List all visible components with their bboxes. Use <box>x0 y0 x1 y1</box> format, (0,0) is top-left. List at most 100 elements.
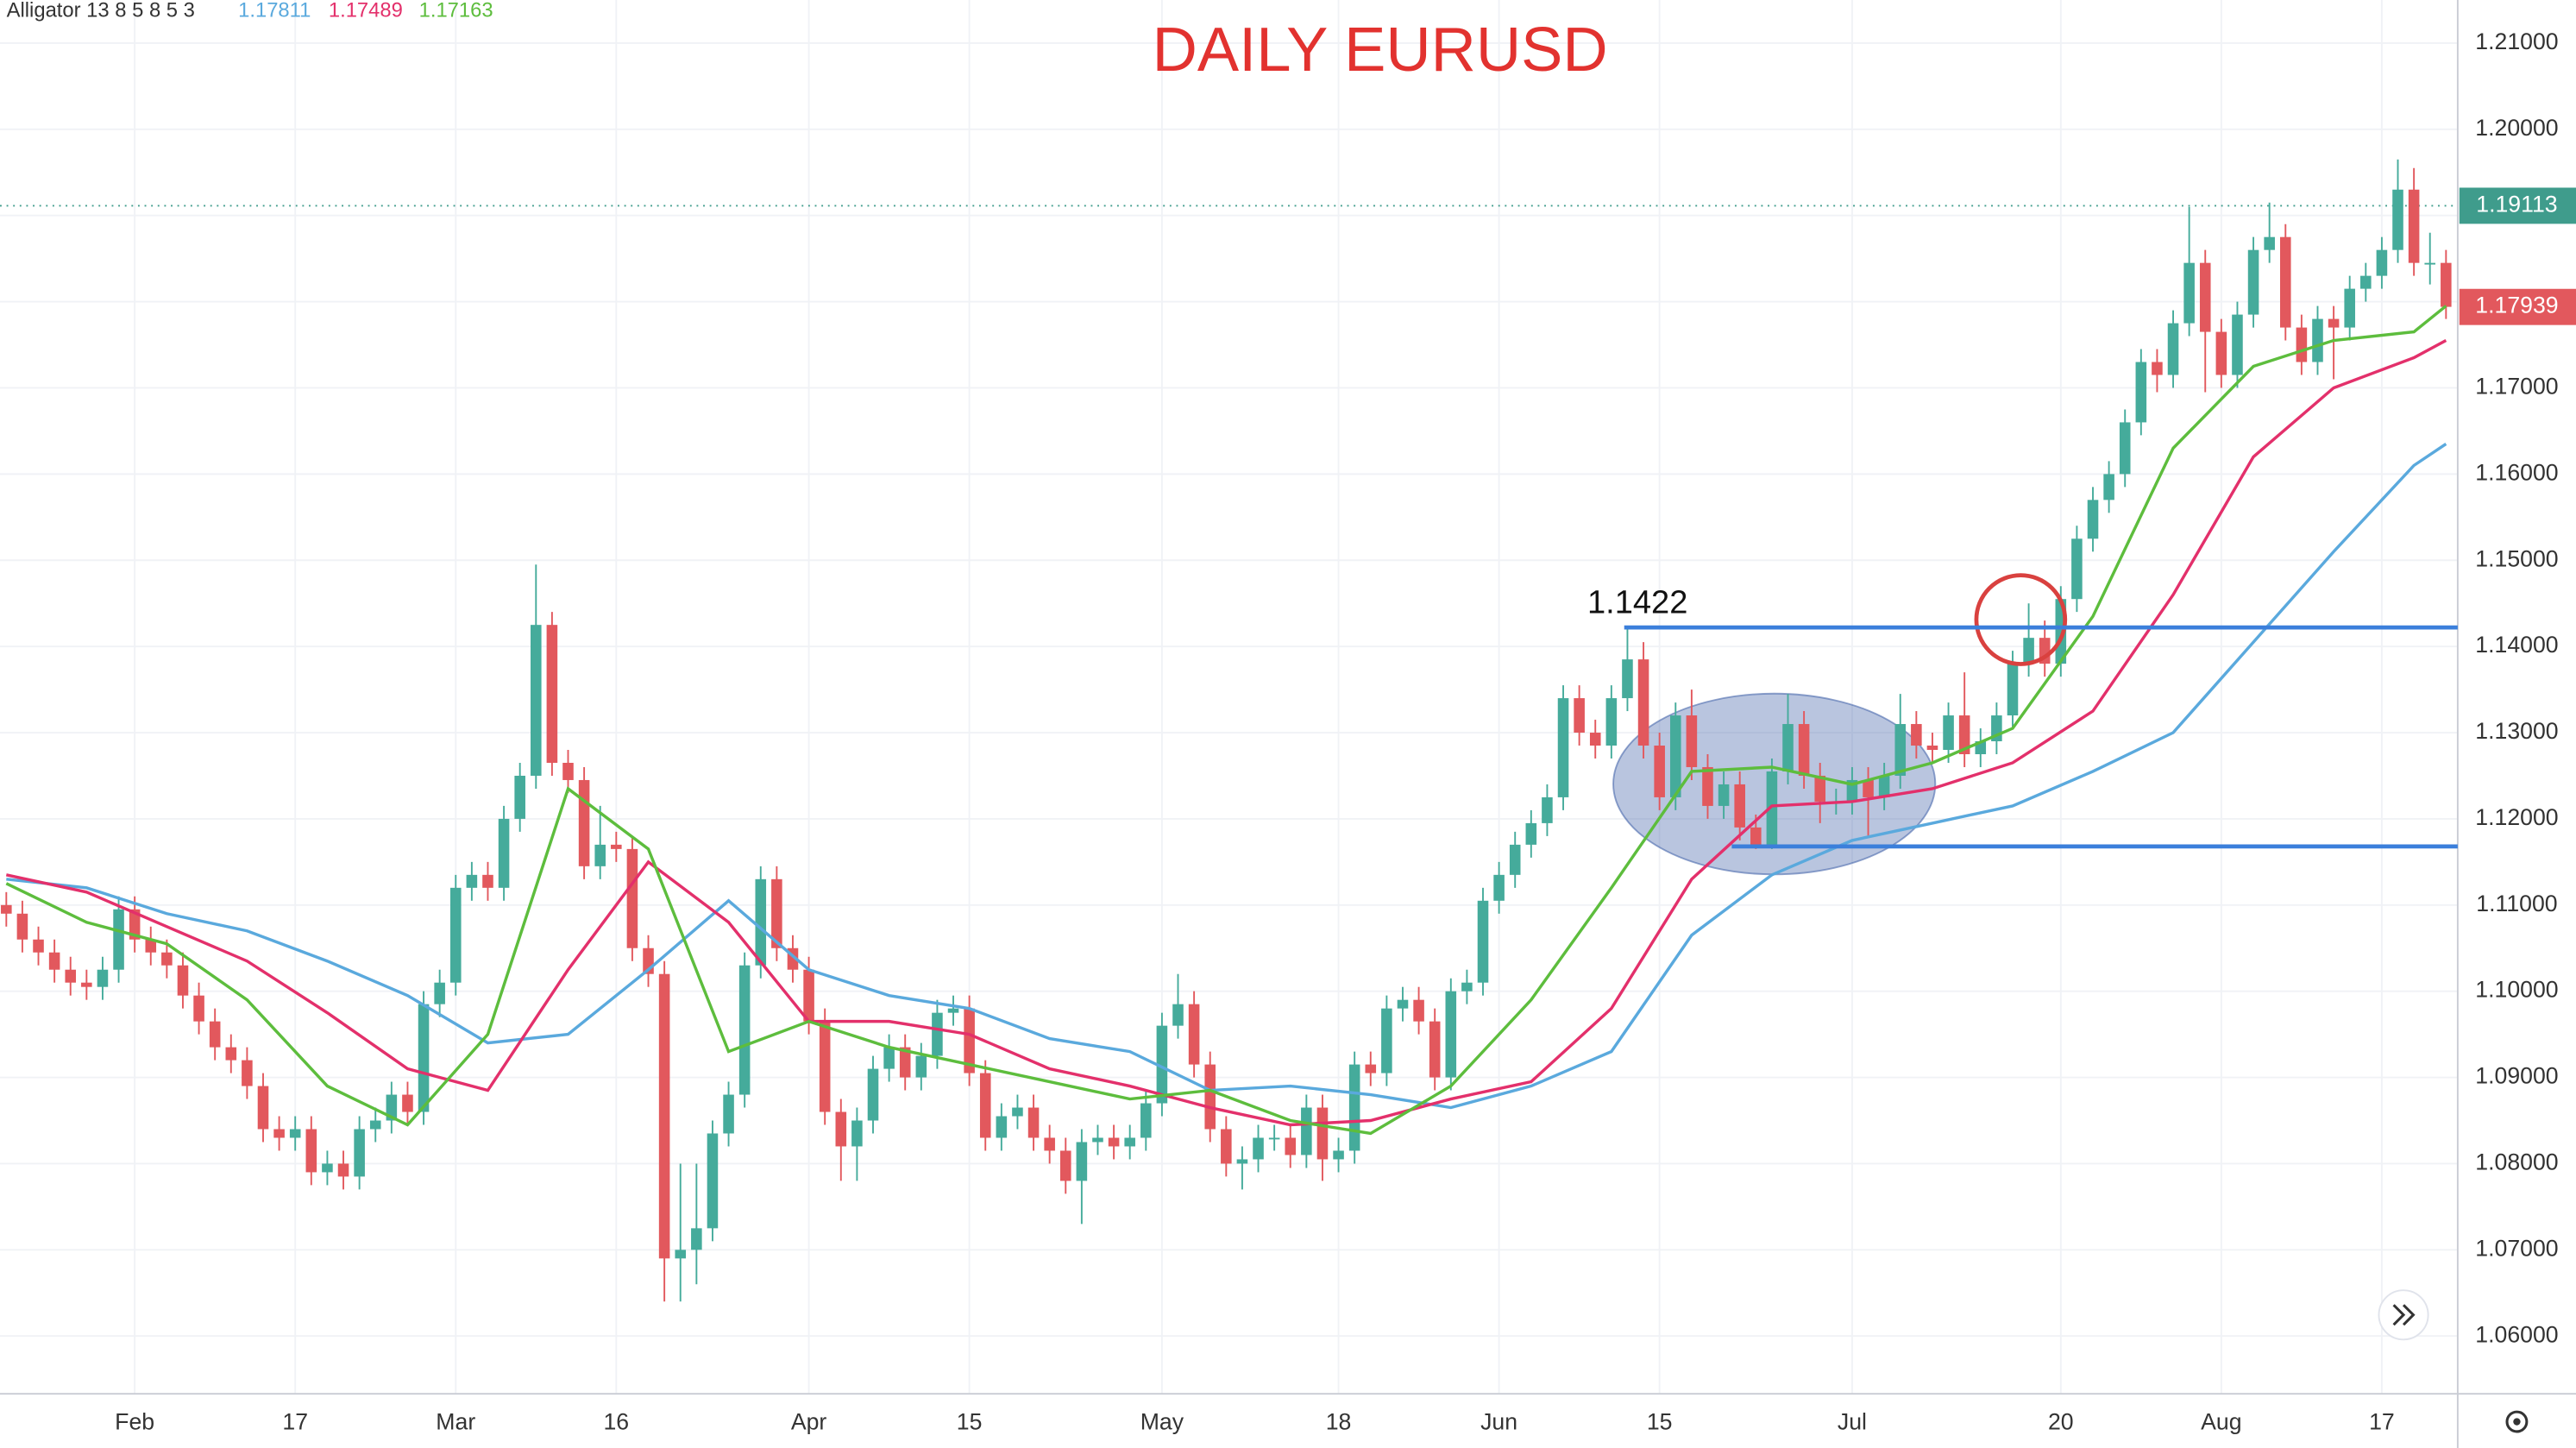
candle-body <box>1301 1107 1312 1155</box>
x-tick-label: 15 <box>1647 1408 1673 1434</box>
candle-body <box>1044 1137 1055 1151</box>
candle-body <box>2183 262 2195 324</box>
x-tick-label: Jul <box>1838 1408 1867 1434</box>
candle-body <box>81 982 92 987</box>
y-tick-label: 1.09000 <box>2475 1063 2558 1089</box>
candle-body <box>514 775 525 819</box>
candle-body <box>1605 698 1618 746</box>
candle-body <box>1027 1107 1040 1138</box>
candle-body <box>1589 733 1601 746</box>
settings-icon[interactable] <box>2505 1410 2529 1433</box>
candle-body <box>354 1129 365 1177</box>
scroll-button[interactable] <box>2378 1289 2429 1341</box>
candle-body <box>1429 1021 1441 1078</box>
candle-body <box>322 1163 333 1173</box>
candle-body <box>2199 262 2211 332</box>
candle-body <box>386 1094 398 1121</box>
candle-body <box>289 1129 301 1138</box>
candle-body <box>1750 827 1762 845</box>
candle-body <box>1814 775 1826 802</box>
candle-body <box>402 1094 413 1112</box>
candle-body <box>1140 1103 1152 1138</box>
candle-body <box>498 818 510 888</box>
candle-body <box>1669 715 1681 797</box>
candle-body <box>1574 698 1585 733</box>
grid <box>0 0 2458 1394</box>
candle-body <box>1348 1064 1360 1151</box>
candle-body <box>578 779 590 866</box>
candle-body <box>996 1116 1008 1138</box>
candle-body <box>915 1055 927 1078</box>
candle-body <box>337 1163 349 1177</box>
candle-body <box>1525 822 1537 845</box>
candle-body <box>2279 236 2291 328</box>
x-tick-label: 20 <box>2048 1408 2074 1434</box>
candle-body <box>225 1047 237 1061</box>
candle-body <box>1557 698 1569 797</box>
candle-body <box>899 1047 911 1078</box>
candle-body <box>658 973 670 1259</box>
candle-body <box>1397 999 1409 1009</box>
candle-body <box>1622 659 1633 699</box>
candle-body <box>1637 659 1649 746</box>
candle-body <box>48 952 60 970</box>
candle-body <box>964 1008 975 1073</box>
candle-body <box>2328 318 2340 328</box>
candle-body <box>947 1008 959 1013</box>
y-tick-label: 1.11000 <box>2476 891 2557 916</box>
candle-body <box>1059 1150 1071 1181</box>
candle-body <box>1204 1064 1216 1130</box>
price-tag-label: 1.19113 <box>2476 191 2557 217</box>
candle-body <box>1076 1142 1088 1181</box>
candle-body <box>2312 318 2323 362</box>
candle-body <box>2344 288 2355 328</box>
candle-body <box>1413 999 1424 1022</box>
x-tick-label: 17 <box>2369 1408 2395 1434</box>
candle-body <box>707 1133 719 1229</box>
candle-body <box>193 995 204 1022</box>
y-tick-label: 1.20000 <box>2475 115 2558 141</box>
y-tick-label: 1.10000 <box>2475 977 2558 1003</box>
candle-body <box>2232 314 2243 375</box>
candle-body <box>611 844 622 849</box>
indicator-value: 1.17811 <box>238 0 311 22</box>
candle-body <box>177 965 189 996</box>
candle-body <box>2071 538 2083 600</box>
candle-body <box>883 1047 895 1069</box>
y-tick-label: 1.06000 <box>2475 1321 2558 1347</box>
x-tick-label: Jun <box>1480 1408 1517 1434</box>
y-tick-label: 1.17000 <box>2475 374 2558 400</box>
candle-body <box>738 965 751 1095</box>
x-tick-label: Feb <box>115 1408 154 1434</box>
candle-body <box>369 1120 381 1130</box>
candle-body <box>129 909 141 940</box>
candle-body <box>1958 715 1970 754</box>
candle-body <box>1445 991 1457 1078</box>
candle-body <box>1509 844 1521 875</box>
candle-body <box>2441 262 2452 307</box>
resistance-label: 1.1422 <box>1587 585 1687 621</box>
candle-body <box>1172 1004 1184 1026</box>
candle-body <box>161 952 173 966</box>
candle-body <box>835 1111 847 1147</box>
scroll-button-icon <box>2392 1304 2416 1326</box>
candle-body <box>1461 982 1473 992</box>
candle-body <box>2264 236 2275 250</box>
y-tick-label: 1.15000 <box>2475 545 2558 571</box>
candle-body <box>2215 331 2227 375</box>
x-tick-label: May <box>1140 1408 1184 1434</box>
candle-body <box>1718 784 1730 806</box>
candle-body <box>242 1060 253 1086</box>
candle-body <box>449 887 462 983</box>
candle-body <box>305 1129 317 1173</box>
candle-body <box>2296 327 2308 362</box>
candle-body <box>2152 362 2163 375</box>
candle-body <box>1542 796 1553 823</box>
candle-body <box>2360 275 2372 289</box>
candle-body <box>1253 1137 1264 1160</box>
settings-button[interactable] <box>2505 1410 2529 1433</box>
x-tick-label: Aug <box>2201 1408 2241 1434</box>
candle-body <box>1702 766 1713 806</box>
candle-body <box>546 625 558 763</box>
